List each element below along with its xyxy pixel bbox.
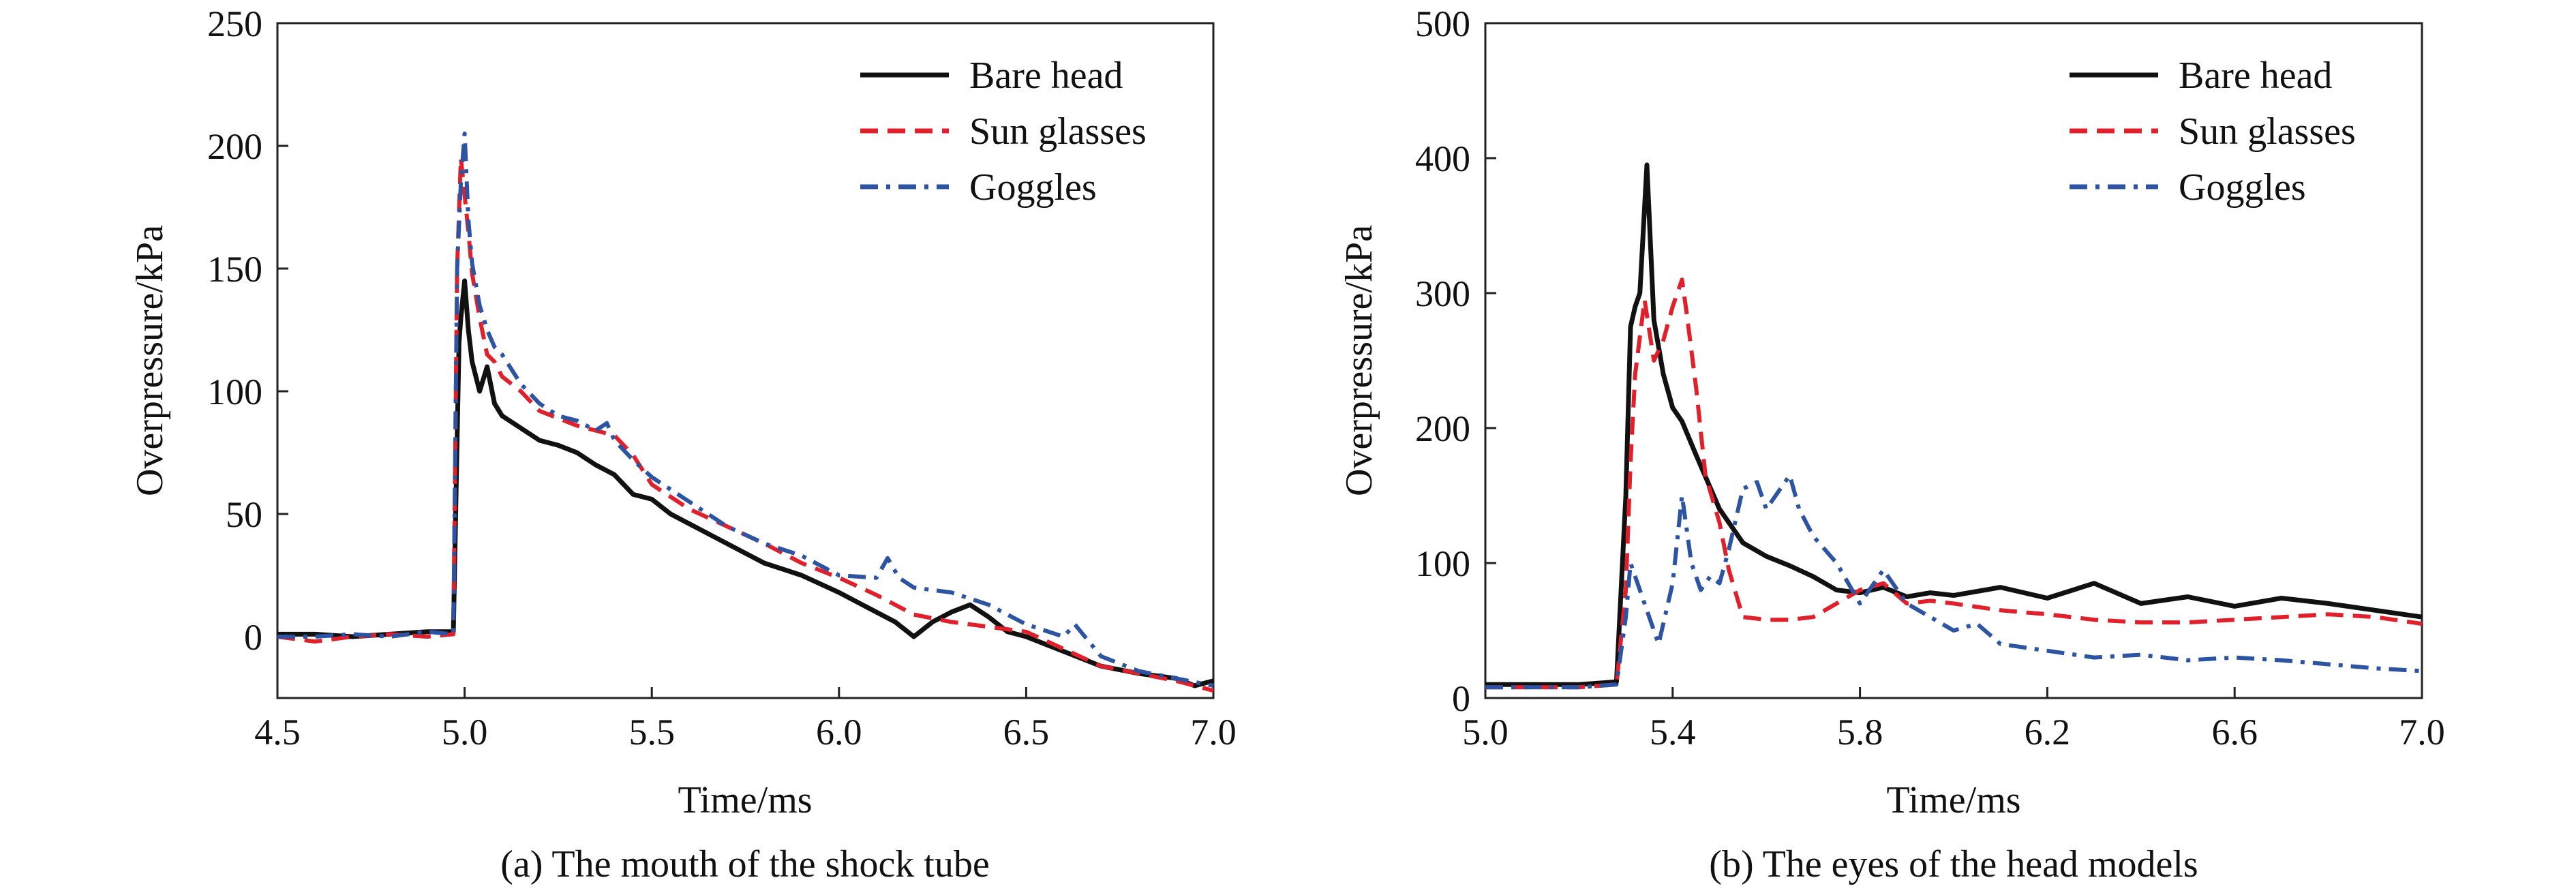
chart-b-y-tick-label: 300 xyxy=(1415,273,1470,314)
chart-a-x-tick-label: 4.5 xyxy=(254,712,301,753)
chart-a-y-tick-label: 0 xyxy=(244,617,262,658)
chart-b-caption: (b) The eyes of the head models xyxy=(1709,843,2198,885)
chart-a-legend-label: Bare head xyxy=(969,55,1123,97)
chart-a-legend-label: Sun glasses xyxy=(969,110,1147,153)
chart-a-y-tick-label: 250 xyxy=(207,3,262,44)
chart-b-x-tick-label: 5.8 xyxy=(1837,712,1883,753)
chart-a-y-tick-label: 50 xyxy=(226,494,262,535)
chart-b-x-tick-label: 5.4 xyxy=(1650,712,1696,753)
chart-b: 5.0 5.4 5.8 6.2 6.6 7.0 0 100 200 300 400 500 Bare… xyxy=(1338,3,2445,885)
chart-a-x-tick-label: 6.5 xyxy=(1003,712,1050,753)
chart-b-legend-label: Bare head xyxy=(2179,55,2332,97)
chart-b-series-goggles xyxy=(1485,473,2423,690)
chart-a-x-tick-label: 5.5 xyxy=(628,712,675,753)
chart-b-x-tick-label: 5.0 xyxy=(1462,712,1509,753)
chart-b-x-tick-label: 7.0 xyxy=(2399,712,2445,753)
chart-a-frame xyxy=(276,22,1215,699)
chart-b-x-axis-label: Time/ms xyxy=(1886,779,2020,821)
chart-a-legend: Bare head Sun glasses Goggles xyxy=(860,55,1147,209)
chart-a-series-group xyxy=(277,132,1214,693)
chart-b-legend-label: Goggles xyxy=(2179,166,2306,209)
chart-a-x-ticks: 4.5 5.0 5.5 6.0 6.5 7.0 xyxy=(254,687,1237,753)
chart-b-y-tick-label: 0 xyxy=(1452,678,1470,719)
chart-a-legend-label: Goggles xyxy=(969,166,1097,209)
chart-b-x-ticks: 5.0 5.4 5.8 6.2 6.6 7.0 xyxy=(1462,687,2445,753)
chart-a-x-tick-label: 6.0 xyxy=(816,712,862,753)
chart-b-x-tick-label: 6.2 xyxy=(2025,712,2071,753)
chart-b-series-group xyxy=(1485,162,2423,690)
chart-b-frame xyxy=(1484,22,2423,699)
chart-b-y-tick-label: 400 xyxy=(1415,138,1470,179)
chart-b-y-tick-label: 200 xyxy=(1415,408,1470,449)
chart-a: 4.5 5.0 5.5 6.0 6.5 7.0 0 50 100 150 200 250 Bare … xyxy=(129,3,1237,885)
chart-a-y-tick-label: 150 xyxy=(207,249,262,290)
chart-a-series-sun-glasses xyxy=(277,156,1214,693)
chart-a-x-tick-label: 5.0 xyxy=(442,712,488,753)
chart-a-y-axis-label: Overpressure/kPa xyxy=(129,225,171,496)
chart-b-y-ticks: 0 100 200 300 400 500 xyxy=(1415,3,1496,719)
chart-a-x-tick-label: 7.0 xyxy=(1190,712,1237,753)
chart-b-x-tick-label: 6.6 xyxy=(2211,712,2258,753)
chart-b-y-tick-label: 100 xyxy=(1415,543,1470,584)
chart-a-x-axis-label: Time/ms xyxy=(678,779,812,821)
chart-a-y-tick-label: 100 xyxy=(207,371,262,412)
chart-b-legend-label: Sun glasses xyxy=(2179,110,2356,153)
chart-b-series-sun-glasses xyxy=(1485,277,2423,690)
chart-b-y-axis-label: Overpressure/kPa xyxy=(1338,225,1380,496)
chart-a-y-ticks: 0 50 100 150 200 250 xyxy=(207,3,288,658)
chart-b-legend: Bare head Sun glasses Goggles xyxy=(2070,55,2356,209)
chart-a-y-tick-label: 200 xyxy=(207,126,262,167)
chart-b-y-tick-label: 500 xyxy=(1415,3,1470,44)
chart-b-series-bare-head xyxy=(1485,162,2423,687)
chart-a-series-goggles xyxy=(277,132,1214,688)
chart-a-caption: (a) The mouth of the shock tube xyxy=(500,843,989,885)
chart-a-series-bare-head xyxy=(277,278,1214,688)
